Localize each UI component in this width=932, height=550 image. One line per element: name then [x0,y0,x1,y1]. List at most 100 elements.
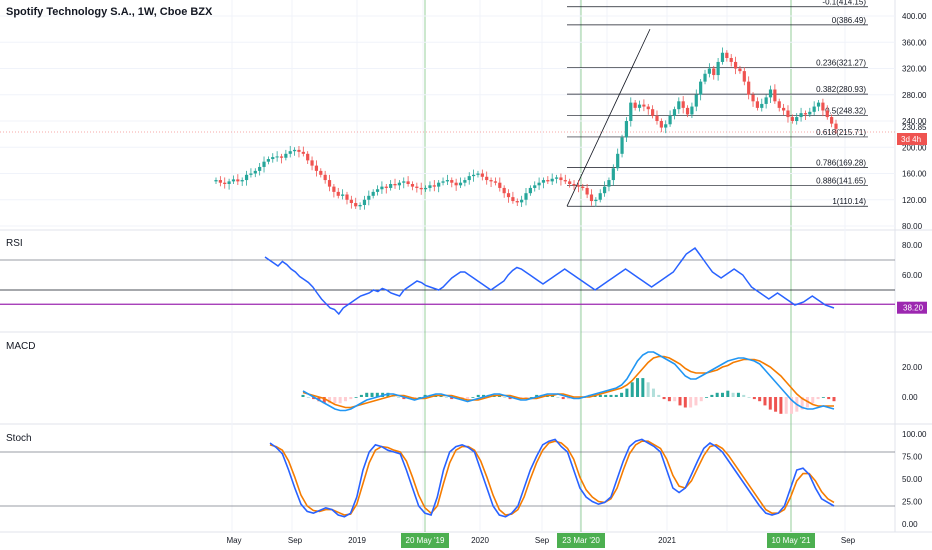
macd-histogram-bar [476,394,480,397]
candle-body [821,102,825,111]
candle-body [554,177,559,179]
fib-level-label: 0(386.49) [832,16,867,25]
candle-body [672,109,677,116]
candle-body [533,185,537,188]
candle-body [537,182,541,186]
macd-histogram-bar [651,388,655,397]
candle-body [240,180,244,182]
macd-histogram-bar [503,397,507,398]
candle-body [441,181,445,183]
macd-histogram-bar [450,397,454,400]
price-tick-label: 280.00 [902,91,927,100]
candle-body [699,81,703,95]
candle-body [249,173,253,175]
candle-body [258,166,262,171]
candle-body [450,180,454,183]
fib-level-label: 0.5(248.32) [825,107,866,116]
candle-body [397,182,401,186]
candle-body [231,179,236,182]
price-tick-label: 320.00 [902,65,927,74]
candle-body [445,180,450,182]
candle-body [480,173,484,177]
candle-body [589,194,594,202]
candle-body [275,156,279,158]
time-axis-label: May [226,536,241,545]
candle-body [367,195,371,200]
macd-histogram-bar [349,397,353,400]
macd-histogram-bar [774,397,778,412]
candle-body [428,185,432,188]
candle-body [760,103,764,108]
macd-histogram-bar [673,397,677,402]
macd-histogram-bar [482,394,486,397]
candle-body [742,71,746,82]
macd-histogram-bar [359,394,363,397]
price-tick-label: 120.00 [902,196,927,205]
rsi-tick-label: 60.00 [902,271,923,280]
fib-level-label: 0.786(169.28) [816,158,866,167]
time-axis-label: Sep [535,536,550,545]
candle-body [458,182,463,186]
candle-body [389,184,393,188]
candle-body [423,187,428,190]
candle-body [690,106,694,115]
candle-body [768,89,773,98]
macd-histogram-bar [423,394,427,397]
macd-histogram-bar [561,397,565,400]
candle-body [384,186,388,188]
candle-body [572,184,576,186]
time-highlight-badge [557,533,605,548]
candle-body [790,117,794,121]
stoch-tick-label: 100.00 [902,430,927,439]
candle-body [375,189,380,192]
candle-body [681,101,685,108]
candle-body [419,187,423,190]
macd-histogram-bar [646,382,650,397]
candle-body [703,73,707,82]
macd-histogram-bar [604,394,608,397]
price-tick-label: 240.00 [902,117,927,126]
price-tick-label: 400.00 [902,12,927,21]
candle-body [646,106,650,110]
macd-histogram-bar [508,397,512,400]
time-axis-label: 2021 [658,536,676,545]
candle-body [515,201,519,203]
candle-body [664,124,668,128]
macd-histogram-bar [720,392,724,397]
fib-level-label: 0.382(280.93) [816,85,866,94]
macd-histogram-bar [821,397,825,398]
candle-body [214,180,218,182]
macd-histogram-bar [816,397,820,400]
macd-tick-label: 20.00 [902,363,923,372]
candle-body [585,187,589,195]
rsi-pane-label: RSI [6,238,23,249]
candle-body [371,191,375,196]
candle-body [616,153,620,169]
candle-body [677,101,681,110]
candle-body [314,165,319,171]
candle-body [489,180,493,182]
candle-body [406,181,410,184]
candle-body [659,121,663,128]
candle-body [550,178,554,182]
macd-histogram-bar [768,397,772,410]
candle-body [288,151,292,154]
candle-body [393,184,397,186]
candle-body [362,199,367,205]
macd-histogram-bar [598,394,602,397]
candle-body [620,137,624,154]
candle-body [319,170,323,175]
candle-body [454,182,458,186]
macd-histogram-bar [354,397,358,398]
candle-body [336,191,340,196]
macd-histogram-bar [731,392,735,397]
macd-histogram-bar [694,397,698,406]
stoch-tick-label: 0.00 [902,520,918,529]
macd-histogram-bar [641,378,645,397]
candle-body [751,94,755,102]
last-price-label: 230.85 [902,123,927,132]
candle-body [279,156,284,158]
stoch-tick-label: 50.00 [902,475,923,484]
time-axis-label: 2019 [348,536,366,545]
